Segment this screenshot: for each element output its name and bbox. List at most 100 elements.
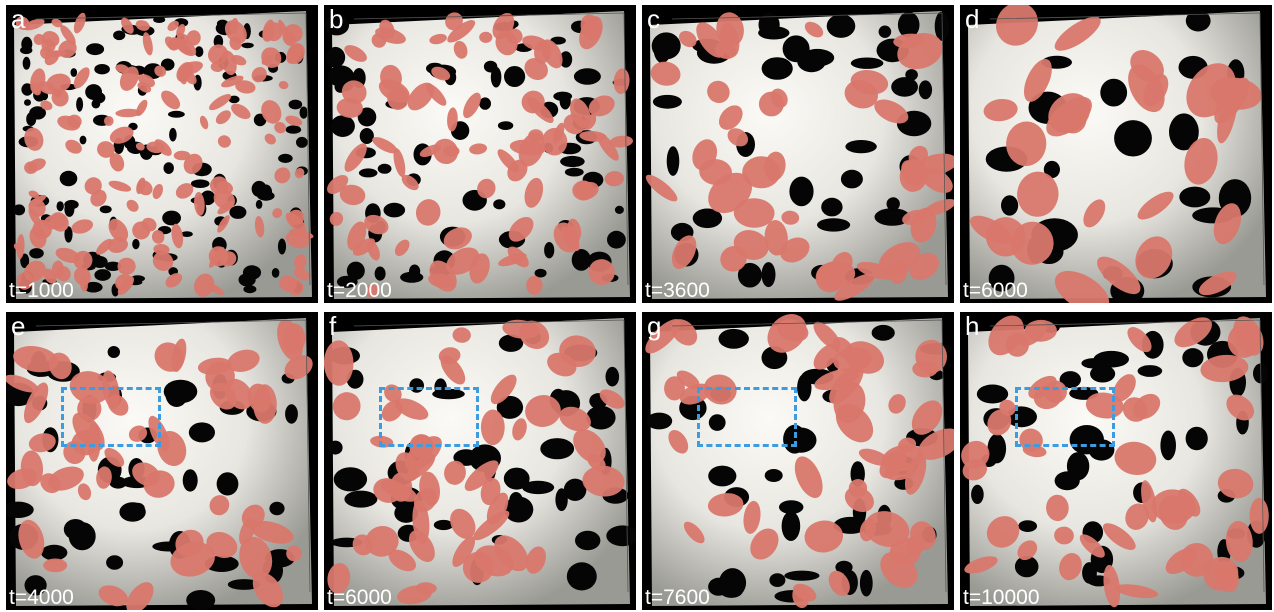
cut-face-shape: [599, 389, 625, 409]
pore-shape: [324, 15, 350, 36]
pore-shape: [76, 97, 84, 112]
cut-face-shape: [508, 216, 534, 242]
pore-shape: [20, 253, 30, 269]
pore-shape: [269, 501, 285, 516]
cut-face-shape: [962, 459, 988, 481]
pore-shape: [560, 155, 585, 168]
pore-shape: [737, 262, 762, 288]
panel-letter: a: [11, 5, 26, 34]
cut-face-shape: [707, 493, 744, 517]
pore-shape: [29, 248, 44, 259]
pore-shape: [571, 249, 591, 271]
cut-face-shape: [553, 222, 580, 253]
pore-shape: [94, 269, 111, 281]
cube-edge: [353, 12, 629, 286]
pore-shape: [1043, 160, 1060, 179]
cut-face-shape: [986, 516, 1020, 548]
pore-shape: [113, 30, 126, 41]
cut-face-shape: [115, 108, 141, 118]
cut-face-shape: [28, 433, 56, 453]
cut-face-shape: [1174, 317, 1212, 348]
cut-face-shape: [46, 73, 71, 93]
cut-face-shape: [164, 36, 177, 50]
figure-grid: a t=1000 b t=2000 c t=3600 d t=6000 e t=4000 f t=60…: [6, 5, 1272, 610]
pore-shape: [255, 199, 263, 209]
cut-face-shape: [261, 100, 282, 124]
cut-face-shape: [217, 215, 230, 233]
cut-face-shape: [80, 277, 88, 292]
pore-shape: [333, 467, 368, 492]
cut-face-shape: [344, 45, 367, 62]
pore-shape: [344, 490, 378, 508]
pore-shape: [605, 366, 620, 387]
pore-shape: [878, 25, 892, 38]
cut-face-shape: [733, 230, 769, 260]
cut-face-shape: [419, 471, 441, 506]
pore-shape: [564, 167, 584, 177]
cut-face-shape: [415, 199, 441, 226]
pore-shape: [606, 525, 636, 547]
cut-face-shape: [208, 94, 232, 111]
cube-edge: [671, 12, 947, 286]
pore-shape: [891, 77, 918, 97]
cut-face-shape: [850, 69, 889, 95]
cube-edge: [35, 12, 311, 286]
cut-face-shape: [559, 406, 591, 432]
pore-shape: [1179, 186, 1211, 208]
cut-face-shape: [1165, 547, 1198, 575]
cut-face-shape: [381, 400, 403, 422]
pore-shape: [70, 68, 78, 77]
pore-shape: [789, 176, 814, 207]
pore-shape: [1169, 113, 1199, 151]
cut-face-shape: [834, 273, 875, 301]
cut-face-shape: [205, 361, 235, 392]
pore-shape: [1059, 371, 1081, 389]
cut-face-shape: [780, 237, 810, 263]
pore-shape: [251, 180, 267, 198]
cut-face-shape: [910, 521, 936, 550]
pore-shape: [6, 501, 34, 518]
pore-shape: [666, 146, 680, 176]
panel-b: b t=2000: [324, 5, 636, 303]
cut-face-shape: [480, 409, 505, 446]
pore-shape: [498, 334, 524, 352]
pore-shape: [132, 238, 140, 250]
cut-face-shape: [469, 253, 490, 284]
pore-shape: [496, 395, 524, 419]
cut-face-shape: [433, 138, 459, 165]
pore-shape: [987, 433, 1007, 464]
cut-face-shape: [996, 5, 1038, 46]
pore-shape: [85, 84, 102, 100]
cut-face-shape: [1114, 441, 1157, 476]
cut-face-shape: [452, 327, 471, 343]
cut-face-shape: [1017, 540, 1038, 561]
cut-face-shape: [858, 448, 890, 466]
pore-shape: [821, 197, 843, 217]
pore-shape: [84, 281, 103, 293]
cut-face-shape: [60, 25, 76, 45]
pore-shape: [1100, 78, 1128, 107]
cut-face-shape: [890, 257, 908, 285]
time-label: t=2000: [327, 279, 392, 302]
cut-face-shape: [1022, 444, 1047, 458]
cut-face-shape: [264, 133, 276, 145]
cut-face-shape: [235, 80, 256, 94]
cut-face-shape: [1137, 191, 1174, 220]
cut-face-shape: [394, 398, 429, 420]
cut-face-shape: [210, 176, 229, 195]
cut-face-shape: [67, 114, 82, 128]
cut-face-shape: [227, 349, 260, 372]
cut-face-shape: [152, 251, 174, 271]
region-of-interest-box: [61, 387, 161, 447]
pore-shape: [243, 285, 257, 294]
cut-face-shape: [874, 99, 909, 124]
cut-face-shape: [135, 142, 145, 151]
cut-face-shape: [176, 24, 186, 38]
cut-face-shape: [582, 465, 625, 497]
cut-face-shape: [96, 466, 112, 489]
cut-face-shape: [1143, 73, 1169, 107]
cut-face-shape: [272, 208, 283, 219]
cut-face-shape: [7, 468, 37, 490]
region-of-interest-box: [379, 387, 479, 447]
panel-letter: h: [965, 312, 980, 341]
